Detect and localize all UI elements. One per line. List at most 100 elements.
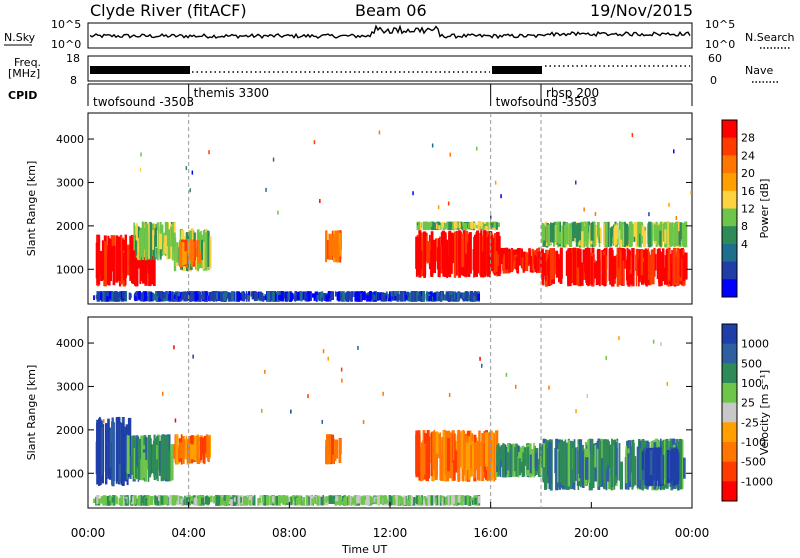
data-cell — [111, 497, 115, 503]
data-cell — [443, 223, 446, 230]
y-tick-label: 4000 — [56, 133, 84, 146]
data-cell — [190, 444, 194, 460]
data-cell — [620, 221, 624, 240]
data-cell — [655, 454, 658, 471]
sparse-echo — [690, 190, 692, 195]
data-cell — [480, 230, 483, 278]
noise-panel-frame — [87, 22, 693, 49]
colorbar-frame — [721, 119, 738, 298]
sparse-echo — [264, 369, 266, 374]
data-cell — [335, 230, 338, 263]
data-cell — [667, 250, 671, 281]
data-cell — [135, 223, 138, 241]
data-cell — [170, 226, 173, 247]
data-cell — [314, 291, 318, 299]
data-cell — [481, 433, 485, 482]
data-cell — [100, 292, 104, 301]
data-cell — [175, 495, 178, 501]
data-cell — [570, 252, 573, 283]
data-cell — [230, 499, 233, 506]
data-cell — [462, 230, 466, 277]
data-cell — [269, 291, 274, 297]
data-cell — [422, 221, 425, 229]
data-cell — [120, 495, 123, 505]
data-cell — [109, 291, 111, 299]
data-cell — [618, 443, 621, 481]
data-cell — [345, 292, 348, 302]
data-cell — [289, 295, 293, 302]
data-cell — [459, 292, 463, 299]
data-cell — [347, 495, 350, 506]
data-cell — [439, 236, 441, 278]
data-cell — [350, 291, 353, 302]
data-cell — [420, 496, 423, 504]
data-cell — [325, 496, 328, 503]
data-cell — [552, 249, 555, 280]
y-tick-label: 4000 — [56, 337, 84, 350]
data-cell — [650, 222, 653, 247]
data-cell — [235, 292, 238, 302]
data-cell — [124, 238, 127, 286]
data-cell — [125, 426, 127, 482]
data-cell — [393, 296, 397, 301]
data-cell — [432, 239, 436, 273]
data-cell — [567, 253, 571, 278]
data-cell — [262, 295, 265, 302]
data-cell — [106, 296, 109, 302]
data-cell — [625, 223, 628, 246]
data-cell — [449, 495, 452, 505]
sparse-echo — [494, 180, 497, 185]
data-cell — [95, 496, 97, 506]
data-cell — [95, 441, 98, 475]
data-cell — [147, 435, 150, 482]
data-cell — [415, 430, 419, 478]
data-patch-11 — [93, 291, 480, 302]
data-cell — [526, 446, 530, 470]
sparse-echo — [192, 354, 194, 359]
x-tick-label: 08:00 — [272, 526, 307, 540]
data-cell — [266, 497, 269, 506]
freq-block-1 — [90, 66, 190, 74]
data-cell — [151, 235, 154, 285]
data-cell — [477, 293, 480, 301]
data-cell — [525, 252, 529, 272]
data-cell — [272, 291, 275, 302]
data-cell — [296, 291, 300, 301]
data-cell — [565, 223, 569, 245]
data-cell — [467, 296, 471, 301]
data-cell — [163, 495, 166, 506]
data-cell — [465, 442, 469, 470]
data-cell — [416, 291, 419, 302]
data-cell — [403, 495, 406, 505]
colorbar-tick-label: 500 — [741, 357, 762, 370]
data-cell — [207, 436, 210, 462]
data-cell — [471, 441, 474, 477]
data-cell — [154, 495, 157, 506]
colorbar-swatch — [722, 343, 737, 364]
data-cell — [377, 292, 379, 301]
data-cell — [288, 497, 291, 506]
colorbar-tick-label: 25 — [741, 397, 755, 410]
data-cell — [476, 495, 479, 506]
data-cell — [117, 236, 121, 278]
data-cell — [521, 257, 524, 270]
data-cell — [298, 291, 302, 297]
data-cell — [216, 292, 219, 301]
data-cell — [619, 249, 622, 285]
data-cell — [356, 291, 360, 302]
data-cell — [601, 458, 604, 487]
data-cell — [558, 232, 562, 245]
data-cell — [468, 436, 471, 481]
data-cell — [133, 222, 135, 251]
data-cell — [100, 496, 104, 504]
data-cell — [106, 496, 111, 506]
data-cell — [155, 296, 159, 302]
data-cell — [452, 221, 454, 230]
data-cell — [448, 222, 452, 228]
data-cell — [590, 256, 593, 285]
data-cell — [550, 257, 553, 280]
data-cell — [442, 294, 446, 301]
data-cell — [641, 463, 644, 481]
data-cell — [676, 222, 680, 242]
